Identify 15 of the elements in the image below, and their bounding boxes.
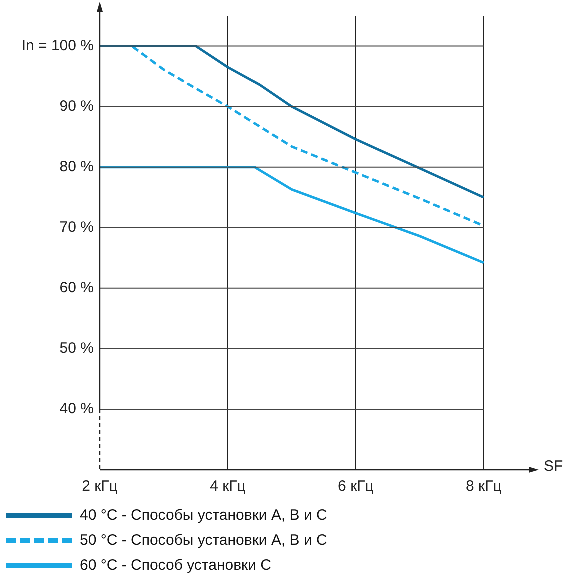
x-tick-label: 6 кГц (338, 478, 374, 496)
y-tick-label: 60 % (60, 280, 94, 297)
x-tick-label: 4 кГц (210, 478, 246, 496)
x-tick-label: 2 кГц (82, 478, 118, 496)
legend-label: 60 °C - Способ установки C (80, 557, 272, 574)
y-tick-label: 40 % (60, 400, 94, 418)
legend-label: 40 °C - Способы установки A, B и C (80, 507, 328, 524)
y-tick-label: In = 100 % (22, 37, 94, 54)
x-tick-label: 8 кГц (466, 478, 502, 496)
legend-label: 50 °C - Способы установки A, B и C (80, 532, 328, 549)
x-axis-title: SF (544, 458, 564, 476)
y-tick-label: 80 % (60, 158, 94, 176)
y-tick-label: 70 % (60, 219, 94, 236)
y-tick-label: 90 % (60, 98, 94, 115)
y-tick-label: 50 % (60, 340, 94, 358)
